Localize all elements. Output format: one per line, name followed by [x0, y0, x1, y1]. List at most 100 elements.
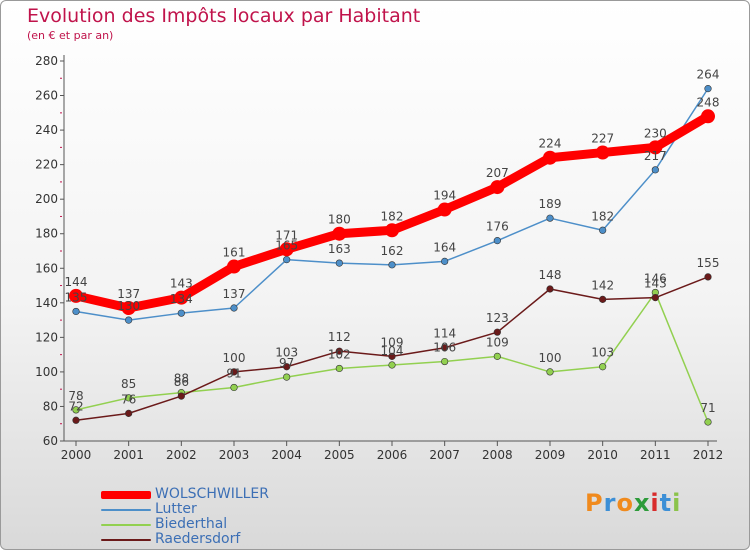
x-tick-label: 2001	[113, 448, 144, 462]
data-point	[283, 363, 291, 371]
y-tick-label: 120	[35, 330, 58, 344]
data-point	[335, 347, 343, 355]
data-label: 162	[381, 244, 404, 258]
chart-title: Evolution des Impôts locaux par Habitant	[27, 5, 421, 27]
data-point	[704, 85, 712, 93]
data-label: 180	[328, 213, 351, 227]
x-tick-label: 2005	[324, 448, 355, 462]
data-label: 248	[697, 95, 720, 109]
data-point	[335, 259, 343, 267]
chart-subtitle: (en € et par an)	[27, 29, 114, 42]
data-point	[648, 140, 663, 155]
data-point	[125, 394, 133, 402]
y-tick-label: 80	[43, 399, 58, 413]
x-tick-label: 2012	[693, 448, 724, 462]
legend-label: Raedersdorf	[155, 531, 241, 547]
data-label: 134	[170, 292, 193, 306]
y-tick-label: 100	[35, 365, 58, 379]
data-label: 72	[68, 399, 83, 413]
data-label: 114	[433, 327, 456, 341]
data-label: 78	[68, 389, 83, 403]
data-point	[72, 416, 80, 424]
data-point	[437, 202, 452, 217]
x-tick-label: 2007	[429, 448, 460, 462]
y-tick-label: 220	[35, 158, 58, 172]
data-point	[230, 383, 238, 392]
data-label: 227	[591, 132, 614, 146]
x-tick-label: 2008	[482, 448, 513, 462]
data-point	[651, 166, 659, 174]
data-point	[388, 352, 396, 360]
data-point	[332, 226, 347, 241]
data-label: 103	[591, 346, 614, 360]
data-label: 130	[117, 299, 140, 313]
data-point	[599, 295, 607, 303]
y-tick-label: 140	[35, 296, 58, 310]
data-point	[441, 257, 449, 265]
proxiti-logo: Proxiti	[585, 489, 682, 517]
data-point	[230, 304, 238, 312]
data-point	[283, 373, 291, 381]
x-tick-label: 2009	[535, 448, 566, 462]
data-point	[701, 109, 715, 124]
data-point	[283, 256, 291, 264]
data-label: 109	[381, 335, 404, 349]
data-label: 165	[275, 239, 298, 253]
data-point	[546, 214, 554, 222]
data-point	[177, 309, 185, 317]
data-label: 144	[65, 275, 88, 289]
data-point	[704, 273, 712, 281]
data-label: 76	[121, 392, 136, 406]
data-label: 100	[539, 351, 562, 365]
data-label: 217	[644, 149, 667, 163]
data-label: 207	[486, 166, 509, 180]
data-label: 97	[279, 356, 294, 370]
data-label: 137	[223, 287, 246, 301]
y-tick-label: 280	[35, 54, 58, 68]
data-point	[493, 237, 501, 245]
y-tick-label: 60	[43, 434, 58, 448]
data-point	[651, 294, 659, 302]
data-point	[385, 223, 399, 238]
x-tick-label: 2002	[166, 448, 197, 462]
data-point	[599, 226, 607, 234]
legend-label: WOLSCHWILLER	[155, 486, 269, 502]
data-point	[72, 406, 80, 414]
data-label: 182	[591, 209, 614, 223]
data-label: 88	[174, 372, 189, 386]
data-label: 143	[644, 277, 667, 291]
legend-swatch	[101, 524, 151, 526]
data-label: 142	[591, 278, 614, 292]
y-tick-label: 180	[35, 227, 58, 241]
x-tick-label: 2003	[219, 448, 250, 462]
data-point	[174, 290, 189, 305]
data-label: 164	[433, 240, 456, 254]
y-tick-label: 240	[35, 123, 58, 137]
data-point	[546, 368, 554, 376]
x-tick-label: 2004	[271, 448, 302, 462]
data-point	[441, 344, 449, 352]
data-label: 100	[223, 351, 246, 365]
data-point	[279, 242, 294, 257]
data-label: 135	[65, 290, 88, 304]
data-label: 103	[275, 346, 298, 360]
data-label: 182	[381, 209, 404, 223]
data-point	[177, 392, 185, 400]
legend-swatch	[101, 539, 151, 541]
data-label: 176	[486, 220, 509, 234]
data-point	[493, 352, 501, 360]
data-label: 224	[539, 137, 562, 151]
legend-label: Biederthal	[155, 516, 228, 532]
data-label: 194	[433, 189, 456, 203]
y-tick-label: 260	[35, 89, 58, 103]
x-tick-label: 2011	[640, 448, 671, 462]
data-label: 85	[121, 377, 136, 391]
data-label: 71	[700, 401, 715, 415]
data-point	[388, 261, 396, 269]
data-point	[388, 361, 396, 369]
data-point	[543, 150, 557, 165]
data-label: 148	[539, 268, 562, 282]
legend-swatch	[101, 491, 151, 499]
data-point	[227, 259, 241, 274]
